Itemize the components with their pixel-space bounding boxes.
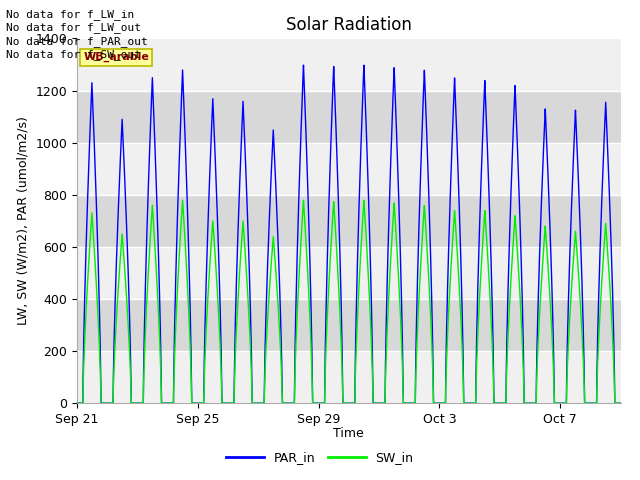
Bar (77, 91, 621, 143)
Text: No data for f_LW_out: No data for f_LW_out (6, 22, 141, 33)
Title: Solar Radiation: Solar Radiation (286, 16, 412, 34)
Bar (77, 195, 621, 247)
X-axis label: Time: Time (333, 427, 364, 440)
Bar (77, 143, 621, 195)
Text: No data for f_SW_out: No data for f_SW_out (6, 49, 141, 60)
Legend: PAR_in, SW_in: PAR_in, SW_in (221, 446, 419, 469)
Bar (77, 38, 621, 91)
Bar (77, 351, 621, 403)
Bar (77, 299, 621, 351)
Text: No data for f_PAR_out: No data for f_PAR_out (6, 36, 148, 47)
Y-axis label: LW, SW (W/m2), PAR (umol/m2/s): LW, SW (W/m2), PAR (umol/m2/s) (17, 116, 29, 325)
Text: WB_arable: WB_arable (83, 52, 149, 62)
Bar (77, 247, 621, 299)
Text: No data for f_LW_in: No data for f_LW_in (6, 9, 134, 20)
